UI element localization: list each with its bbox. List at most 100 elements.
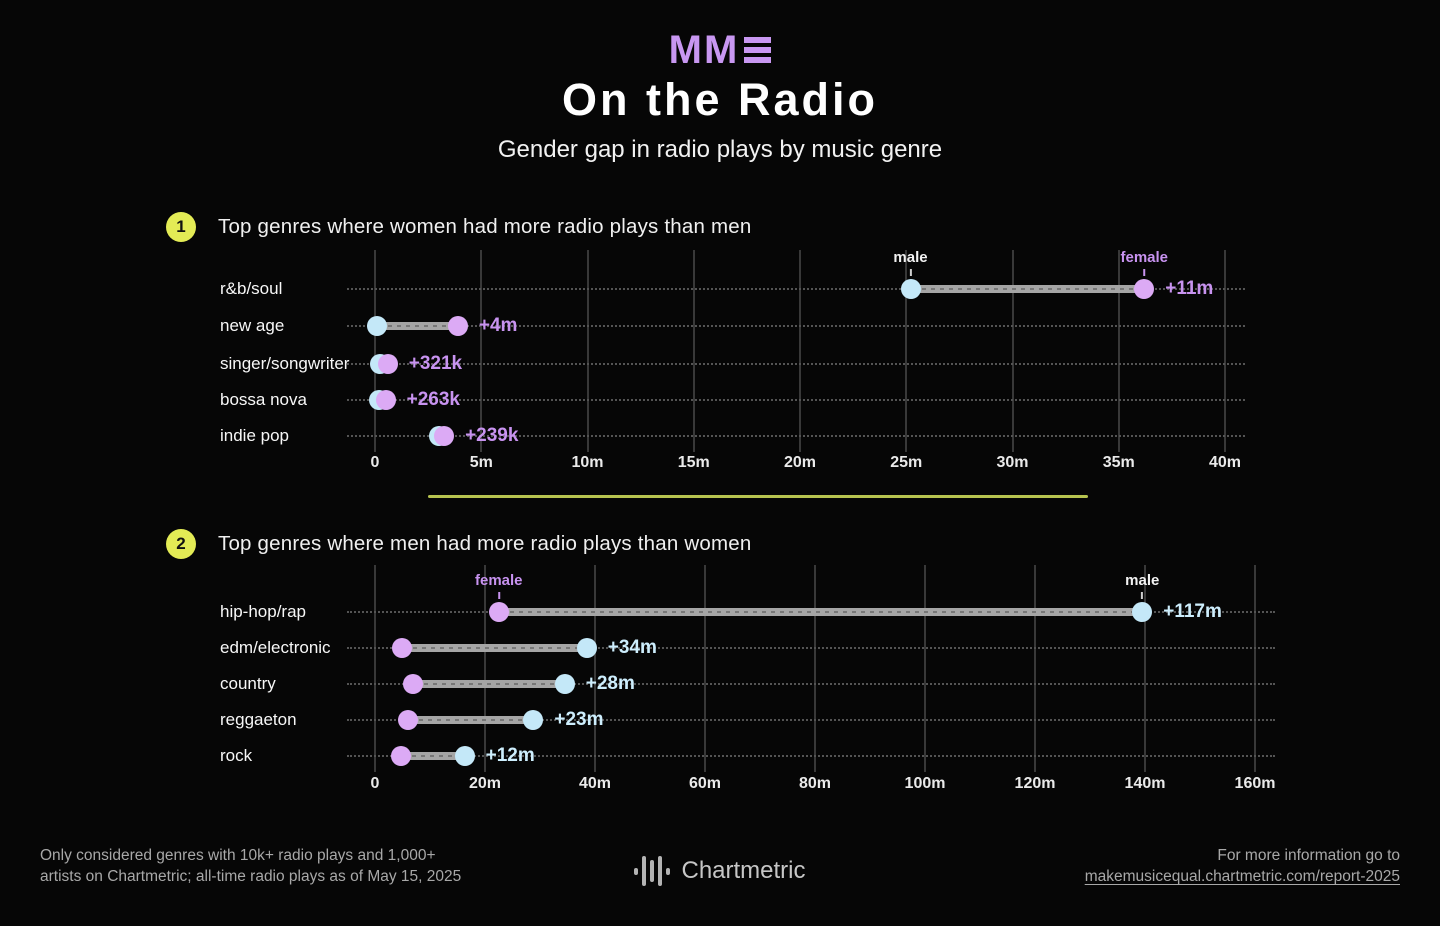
row-gridline xyxy=(347,755,1275,757)
gridline xyxy=(586,250,589,452)
row-gridline xyxy=(347,288,1245,290)
axis-tick-label: 140m xyxy=(1124,775,1166,792)
section-2-badge: 2 xyxy=(166,529,196,559)
genre-label: indie pop xyxy=(220,426,290,445)
axis-tick-label: 0 xyxy=(370,454,380,471)
gridline xyxy=(1254,565,1256,772)
gridline xyxy=(924,565,926,772)
section-1-badge: 1 xyxy=(166,212,196,242)
axis-tick-label: 160m xyxy=(1234,775,1276,792)
female-dot xyxy=(377,354,398,374)
female-annotation-label: female xyxy=(474,572,523,589)
mme-logo-bars-icon xyxy=(744,37,772,63)
dumbbell-bar xyxy=(401,644,587,652)
female-dot xyxy=(398,710,418,730)
annotation-tick xyxy=(497,592,500,599)
axis-tick-label: 25m xyxy=(890,454,923,471)
male-dot xyxy=(454,746,475,766)
male-annotation: male xyxy=(1125,572,1159,599)
female-dot xyxy=(391,638,412,658)
row-gridline xyxy=(347,683,1275,685)
axis-tick-label: 80m xyxy=(798,775,832,792)
annotation-tick xyxy=(1141,592,1144,599)
mme-logo: MM xyxy=(0,30,1440,70)
male-dot xyxy=(900,279,921,299)
page-title: On the Radio xyxy=(562,74,878,125)
dumbbell-bar xyxy=(408,716,534,724)
genre-label: country xyxy=(220,674,276,693)
genre-label: bossa nova xyxy=(220,390,307,409)
gridline xyxy=(799,250,801,452)
chart-2-plot: 0 20m 40m 60m 80m 100m 120m 140m 160m +117m male fe… xyxy=(347,565,1275,812)
axis-tick-label: 5m xyxy=(469,454,493,471)
chartmetric-waveform-icon xyxy=(634,856,671,886)
gridline xyxy=(704,565,706,772)
chartmetric-logo: Chartmetric xyxy=(0,856,1440,886)
gridline xyxy=(1117,250,1120,452)
chart-1-genre-labels: r&b/soul new age singer/songwriter bossa no… xyxy=(0,250,375,452)
male-annotation-label: male xyxy=(893,249,928,266)
diff-label: +263k xyxy=(406,389,460,410)
genre-label: rock xyxy=(220,746,253,765)
row-gridline xyxy=(347,363,1245,365)
gridline xyxy=(692,250,695,452)
male-annotation: male xyxy=(893,249,928,276)
axis-tick-label: 60m xyxy=(688,775,722,792)
axis-tick-label: 120m xyxy=(1014,775,1056,792)
axis-tick-label: 40m xyxy=(578,775,612,792)
report-link[interactable]: makemusicequal.chartmetric.com/report-20… xyxy=(1084,868,1400,885)
row-gridline xyxy=(347,719,1275,721)
chartmetric-wordmark: Chartmetric xyxy=(681,857,806,884)
chart-2-genre-labels: hip-hop/rap edm/electronic country reggaeto… xyxy=(0,565,375,772)
genre-label: edm/electronic xyxy=(220,638,331,657)
genre-label: r&b/soul xyxy=(220,279,283,298)
section-2-header: 2 Top genres where men had more radio pl… xyxy=(166,529,751,559)
male-annotation-label: male xyxy=(1125,572,1160,589)
gridline xyxy=(480,250,483,452)
diff-label: +117m xyxy=(1163,601,1222,622)
axis-tick-label: 20m xyxy=(468,775,502,792)
row-gridline xyxy=(347,325,1245,327)
female-annotation: female xyxy=(1120,249,1168,276)
gridline xyxy=(374,565,376,772)
info-text: For more information go to xyxy=(1217,847,1400,864)
row-gridline xyxy=(347,647,1275,649)
axis-tick-label: 0 xyxy=(370,775,380,792)
header: MM On the Radio Gender gap in radio play… xyxy=(0,30,1440,164)
female-annotation: female xyxy=(475,572,523,599)
chart-1-plot: 0 5m 10m 15m 20m 25m 30m 35m 40m +11m male female +4… xyxy=(347,249,1245,492)
genre-label: new age xyxy=(220,316,285,335)
axis-tick-label: 10m xyxy=(571,454,604,471)
section-divider xyxy=(428,495,1088,498)
section-2-title: Top genres where men had more radio play… xyxy=(218,532,752,555)
male-dot xyxy=(554,674,575,694)
genre-label: singer/songwriter xyxy=(220,354,350,373)
gridline xyxy=(594,565,596,772)
genre-label: hip-hop/rap xyxy=(220,602,307,621)
annotation-tick xyxy=(909,269,912,276)
gridline xyxy=(484,565,486,772)
gridline xyxy=(1144,565,1146,772)
female-dot xyxy=(488,602,509,622)
annotation-tick xyxy=(1143,269,1146,276)
axis-tick-label: 100m xyxy=(904,775,946,792)
section-1-title: Top genres where women had more radio pl… xyxy=(218,215,752,238)
axis-tick-label: 15m xyxy=(677,454,710,471)
diff-label: +28m xyxy=(585,673,635,694)
gridline xyxy=(814,565,816,772)
diff-label: +34m xyxy=(607,637,657,658)
female-dot xyxy=(390,746,411,766)
gridline xyxy=(1034,565,1036,772)
methodology-note: Only considered genres with 10k+ radio p… xyxy=(40,845,461,887)
more-info: For more information go to makemusicequa… xyxy=(1085,845,1400,887)
female-dot xyxy=(375,390,396,410)
axis-tick-label: 30m xyxy=(996,454,1029,471)
gridline xyxy=(1011,250,1014,452)
page-subtitle: Gender gap in radio plays by music genre xyxy=(497,136,943,163)
dumbbell-bar xyxy=(498,608,1143,616)
dumbbell-bar xyxy=(412,680,565,688)
female-annotation-label: female xyxy=(1120,249,1169,266)
female-dot xyxy=(447,316,468,336)
dumbbell-bar xyxy=(377,322,458,330)
